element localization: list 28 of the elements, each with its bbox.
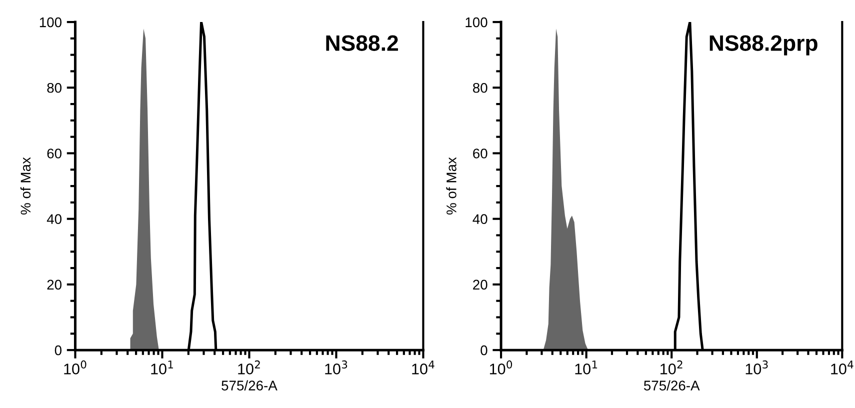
- x-tick-label: 10$^{0}$: [64, 360, 86, 374]
- x-tick-label: 10$^{0}$: [490, 360, 512, 374]
- y-axis-title: % of Max: [20, 157, 31, 214]
- x-tick-label: 10$^{2}$: [238, 360, 260, 374]
- x-tick-label: 10$^{2}$: [660, 360, 682, 374]
- y-tick-label: 100: [466, 17, 488, 28]
- y-tick-label: 0: [54, 345, 62, 356]
- y-tick-label: 20: [47, 280, 62, 290]
- x-tick-label: 10$^{1}$: [151, 360, 173, 374]
- x-tick-label: 10$^{3}$: [746, 360, 768, 374]
- y-tick-label: 20: [473, 280, 488, 290]
- text: NS88.2prp: [710, 35, 818, 56]
- x-tick-label: 10$^{4}$: [831, 360, 854, 374]
- y-tick-label: 40: [46, 214, 62, 224]
- y-tick-label: 40: [472, 214, 488, 224]
- y-tick-label: 0: [480, 345, 488, 356]
- x-tick-label: 10$^{3}$: [325, 360, 348, 374]
- x-tick-label: 10$^{4}$: [412, 360, 434, 374]
- x-axis-title: 575/26-A: [222, 380, 278, 390]
- y-tick-label: 60: [473, 148, 488, 158]
- y-tick-label: 100: [40, 17, 62, 28]
- y-axis-title: % of Max: [446, 157, 456, 214]
- chart-title: NS88.2: [326, 35, 398, 51]
- x-tick-label: 10$^{1}$: [575, 360, 598, 374]
- y-tick-label: 80: [472, 82, 488, 93]
- x-axis-title: 575/26-A: [644, 380, 700, 390]
- y-tick-label: 80: [47, 82, 62, 93]
- y-tick-label: 60: [47, 148, 62, 158]
